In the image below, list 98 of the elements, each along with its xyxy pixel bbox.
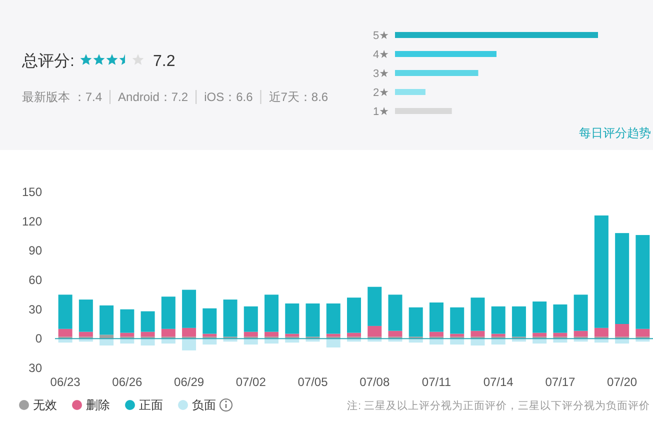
bar bbox=[532, 302, 547, 333]
y-tick-label: 4★ bbox=[373, 49, 390, 61]
bar bbox=[140, 332, 155, 337]
bar bbox=[140, 338, 155, 346]
bar bbox=[470, 298, 485, 331]
bar bbox=[182, 290, 196, 328]
bar bbox=[636, 328, 650, 337]
bar bbox=[429, 302, 444, 332]
x-tick-label: 06/23 bbox=[50, 375, 81, 389]
x-tick-label: 06/26 bbox=[112, 375, 143, 389]
bar bbox=[368, 326, 382, 337]
bar bbox=[470, 338, 485, 346]
bar bbox=[574, 330, 588, 337]
y-tick-label: 150 bbox=[22, 185, 42, 199]
bar bbox=[244, 332, 258, 337]
bar bbox=[491, 306, 506, 334]
x-tick-label: 07/11 bbox=[422, 375, 452, 389]
bar bbox=[395, 70, 478, 76]
bar bbox=[58, 328, 72, 337]
bar bbox=[636, 235, 650, 329]
y-tick-label: 90 bbox=[28, 244, 42, 258]
bar bbox=[202, 308, 217, 334]
bar bbox=[244, 338, 258, 345]
bar bbox=[553, 304, 568, 333]
bar bbox=[388, 330, 402, 337]
bar bbox=[182, 328, 196, 337]
y-tick-label: 120 bbox=[22, 214, 42, 228]
bar bbox=[347, 298, 361, 333]
bar bbox=[395, 89, 426, 95]
bar bbox=[264, 338, 279, 344]
bar bbox=[408, 307, 423, 337]
text: Android：7.2 bbox=[118, 90, 188, 104]
bar bbox=[326, 303, 340, 334]
bar bbox=[244, 306, 258, 332]
bar bbox=[264, 294, 279, 332]
bar bbox=[615, 338, 630, 344]
y-tick-label: 2★ bbox=[373, 87, 390, 99]
bar bbox=[450, 307, 464, 334]
bar bbox=[306, 303, 320, 337]
legend-label: 正面 bbox=[139, 398, 163, 412]
y-tick-label: 30 bbox=[28, 302, 42, 316]
text: 近7天：8.6 bbox=[268, 90, 328, 104]
bar bbox=[78, 332, 93, 337]
bar bbox=[58, 294, 72, 329]
bar bbox=[512, 306, 526, 337]
bar bbox=[285, 303, 300, 334]
text: 7.2 bbox=[153, 53, 176, 70]
bar bbox=[161, 328, 176, 337]
text: 每日评分趋势 bbox=[579, 126, 651, 140]
bar bbox=[395, 51, 496, 57]
bar bbox=[388, 294, 402, 331]
bar bbox=[182, 338, 196, 350]
y-tick-label: 3★ bbox=[373, 68, 390, 80]
y-tick-label: 5★ bbox=[373, 30, 390, 42]
text: 最新版本 ：7.4 bbox=[22, 90, 102, 104]
bar bbox=[491, 338, 506, 345]
bar bbox=[450, 338, 464, 345]
bar bbox=[161, 338, 176, 344]
bar bbox=[594, 215, 608, 328]
bar bbox=[615, 324, 630, 337]
text: 注: 三星及以上评分视为正面评价，三星以下评分视为负面评价 bbox=[347, 399, 650, 412]
bar bbox=[395, 108, 452, 114]
x-tick-label: 07/20 bbox=[607, 375, 638, 389]
bar bbox=[202, 338, 217, 345]
x-tick-label: 07/14 bbox=[483, 375, 514, 389]
bar bbox=[615, 233, 630, 324]
y-tick-label: 30 bbox=[28, 361, 42, 375]
y-tick-label: 0 bbox=[35, 332, 42, 346]
bar bbox=[161, 296, 176, 329]
bar bbox=[120, 309, 134, 333]
bar bbox=[100, 338, 114, 346]
x-tick-label: 06/29 bbox=[174, 375, 204, 389]
text: 总评分: bbox=[21, 52, 74, 70]
x-tick-label: 07/02 bbox=[236, 375, 266, 389]
bar bbox=[429, 332, 444, 337]
x-tick-label: 07/08 bbox=[360, 375, 390, 389]
bar bbox=[368, 286, 382, 326]
x-tick-label: 07/17 bbox=[545, 375, 576, 389]
bar bbox=[120, 338, 134, 344]
x-tick-label: 07/05 bbox=[298, 375, 328, 389]
bar bbox=[223, 300, 238, 337]
legend-label: 负面 bbox=[192, 398, 216, 412]
y-tick-label: 60 bbox=[28, 273, 42, 287]
legend-label: 无效 bbox=[33, 398, 57, 412]
bar bbox=[100, 305, 114, 335]
bar bbox=[395, 32, 598, 38]
text: iOS：6.6 bbox=[204, 90, 254, 104]
bar bbox=[326, 338, 340, 348]
bar bbox=[429, 338, 444, 345]
legend-label: 删除 bbox=[86, 398, 110, 412]
bar bbox=[594, 328, 608, 337]
bar bbox=[532, 338, 547, 344]
bar bbox=[470, 330, 485, 337]
bar bbox=[140, 311, 155, 332]
y-tick-label: 1★ bbox=[373, 106, 390, 118]
bar bbox=[264, 332, 279, 337]
bar bbox=[78, 300, 93, 332]
bar bbox=[574, 294, 588, 331]
